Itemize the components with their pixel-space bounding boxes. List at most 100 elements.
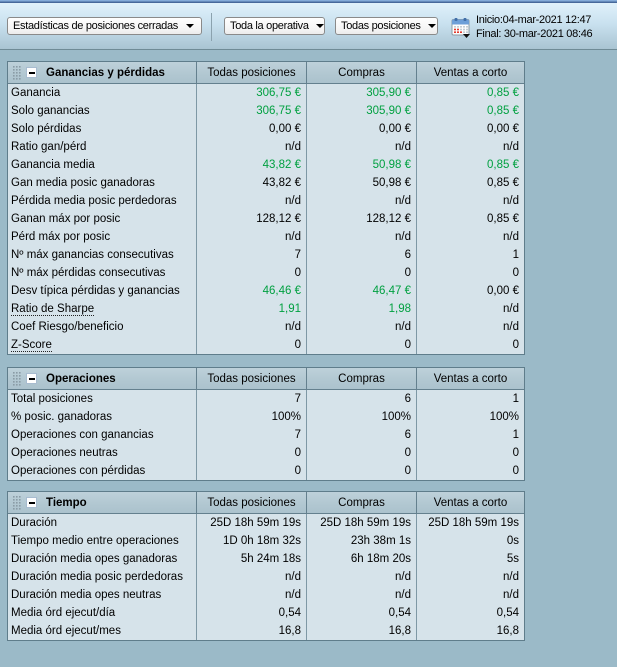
panel-header: Tiempo Todas posiciones Compras Ventas a… (8, 492, 524, 514)
cell-compras: 23h 38m 1s (306, 532, 416, 550)
cell-todas-posiciones: 128,12 € (196, 210, 306, 228)
row-label-text: Total posiciones (11, 393, 93, 405)
period-end-label: Final: (476, 28, 502, 40)
table-row: Pérdida media posic perdedoras n/d n/d n… (8, 192, 524, 210)
table-row: Nº máx pérdidas consecutivas 0 0 0 (8, 264, 524, 282)
cell-ventas-a-corto: n/d (416, 228, 524, 246)
cell-ventas-a-corto: 5s (416, 550, 524, 568)
row-label: Operaciones con ganancias (8, 426, 196, 444)
table-row: Tiempo medio entre operaciones 1D 0h 18m… (8, 532, 524, 550)
cell-ventas-a-corto: 0,85 € (416, 102, 524, 120)
cell-todas-posiciones: 100% (196, 408, 306, 426)
period-start-line: Inicio:04-mar-2021 12:47 (476, 13, 592, 27)
cell-ventas-a-corto: 16,8 (416, 622, 524, 640)
row-label: Duración media posic perdedoras (8, 568, 196, 586)
cell-compras: n/d (306, 192, 416, 210)
cell-ventas-a-corto: n/d (416, 138, 524, 156)
drag-handle-icon[interactable] (13, 371, 21, 386)
row-label: Pérdida media posic perdedoras (8, 192, 196, 210)
table-row: Solo pérdidas 0,00 € 0,00 € 0,00 € (8, 120, 524, 138)
row-label: Ganancia (8, 84, 196, 102)
table-row: Ratio gan/pérd n/d n/d n/d (8, 138, 524, 156)
cell-todas-posiciones: n/d (196, 192, 306, 210)
calendar-icon[interactable] (451, 17, 471, 38)
table-row: Duración media posic perdedoras n/d n/d … (8, 568, 524, 586)
table-row: Z-Score 0 0 0 (8, 336, 524, 354)
row-label: Duración media opes ganadoras (8, 550, 196, 568)
positions-filter-dropdown[interactable]: Todas posiciones (335, 17, 438, 35)
panel-title: Tiempo (46, 496, 87, 509)
row-label-text: Ganancia (11, 87, 61, 99)
row-label-text: Nº máx pérdidas consecutivas (11, 267, 166, 279)
row-label-text: % posic. ganadoras (11, 411, 113, 423)
cell-ventas-a-corto: 0,85 € (416, 210, 524, 228)
cell-compras: 305,90 € (306, 84, 416, 102)
cell-todas-posiciones: n/d (196, 138, 306, 156)
row-label: Operaciones neutras (8, 444, 196, 462)
cell-ventas-a-corto: 0s (416, 532, 524, 550)
row-label: Duración media opes neutras (8, 586, 196, 604)
panel-title: Ganancias y pérdidas (46, 66, 165, 79)
row-label-text: Duración media opes ganadoras (11, 553, 178, 565)
row-label: Ganancia media (8, 156, 196, 174)
row-label: Ratio gan/pérd (8, 138, 196, 156)
row-label: Ganan máx por posic (8, 210, 196, 228)
operative-scope-dropdown[interactable]: Toda la operativa (224, 17, 325, 35)
period-range: Inicio:04-mar-2021 12:47 Final: 30-mar-2… (476, 13, 593, 41)
cell-ventas-a-corto: n/d (416, 586, 524, 604)
row-label-text: Media órd ejecut/día (11, 607, 116, 619)
cell-compras: 305,90 € (306, 102, 416, 120)
column-header: Todas posiciones (196, 492, 306, 513)
collapse-button[interactable] (26, 67, 37, 78)
table-row: Ganancia media 43,82 € 50,98 € 0,85 € (8, 156, 524, 174)
cell-compras: 0 (306, 264, 416, 282)
cell-compras: n/d (306, 228, 416, 246)
minus-icon (28, 377, 35, 380)
table-row: Pérd máx por posic n/d n/d n/d (8, 228, 524, 246)
cell-compras: n/d (306, 318, 416, 336)
row-label-text: Duración (11, 517, 58, 529)
cell-compras: n/d (306, 568, 416, 586)
column-header: Ventas a corto (416, 62, 524, 83)
panel-title-cell: Ganancias y pérdidas (8, 62, 196, 83)
cell-ventas-a-corto: 0 (416, 264, 524, 282)
row-label: Pérd máx por posic (8, 228, 196, 246)
drag-handle-icon[interactable] (13, 495, 21, 510)
period-start-value: 04-mar-2021 12:47 (502, 14, 592, 26)
toolbar-separator (211, 13, 212, 41)
cell-compras: n/d (306, 138, 416, 156)
cell-compras: 25D 18h 59m 19s (306, 514, 416, 532)
cell-todas-posiciones: 306,75 € (196, 84, 306, 102)
table-row: Ratio de Sharpe 1,91 1,98 n/d (8, 300, 524, 318)
cell-ventas-a-corto: 0,85 € (416, 84, 524, 102)
table-row: Ganan máx por posic 128,12 € 128,12 € 0,… (8, 210, 524, 228)
cell-ventas-a-corto: 0,85 € (416, 156, 524, 174)
cell-compras: n/d (306, 586, 416, 604)
cell-ventas-a-corto: n/d (416, 300, 524, 318)
cell-compras: 0 (306, 462, 416, 480)
panel-body: Duración 25D 18h 59m 19s 25D 18h 59m 19s… (8, 514, 524, 640)
cell-todas-posiciones: 7 (196, 426, 306, 444)
column-header: Compras (306, 368, 416, 389)
collapse-button[interactable] (26, 373, 37, 384)
table-row: Media órd ejecut/día 0,54 0,54 0,54 (8, 604, 524, 622)
row-label: % posic. ganadoras (8, 408, 196, 426)
row-label-text: Solo pérdidas (11, 123, 82, 135)
cell-compras: 0,54 (306, 604, 416, 622)
drag-handle-icon[interactable] (13, 65, 21, 80)
positions-filter-dropdown-label: Todas posiciones (341, 20, 421, 32)
stats-panel: Ganancias y pérdidas Todas posiciones Co… (7, 61, 525, 355)
cell-todas-posiciones: 0 (196, 444, 306, 462)
row-label: Gan media posic ganadoras (8, 174, 196, 192)
row-label: Total posiciones (8, 390, 196, 408)
minus-icon (28, 501, 35, 504)
period-start-label: Inicio: (476, 14, 503, 26)
cell-ventas-a-corto: 0,00 € (416, 282, 524, 300)
cell-compras: 50,98 € (306, 156, 416, 174)
toolbar: Estadísticas de posiciones cerradas Toda… (0, 3, 617, 50)
collapse-button[interactable] (26, 497, 37, 508)
table-row: Duración 25D 18h 59m 19s 25D 18h 59m 19s… (8, 514, 524, 532)
cell-todas-posiciones: 7 (196, 246, 306, 264)
stats-type-dropdown[interactable]: Estadísticas de posiciones cerradas (7, 17, 202, 35)
